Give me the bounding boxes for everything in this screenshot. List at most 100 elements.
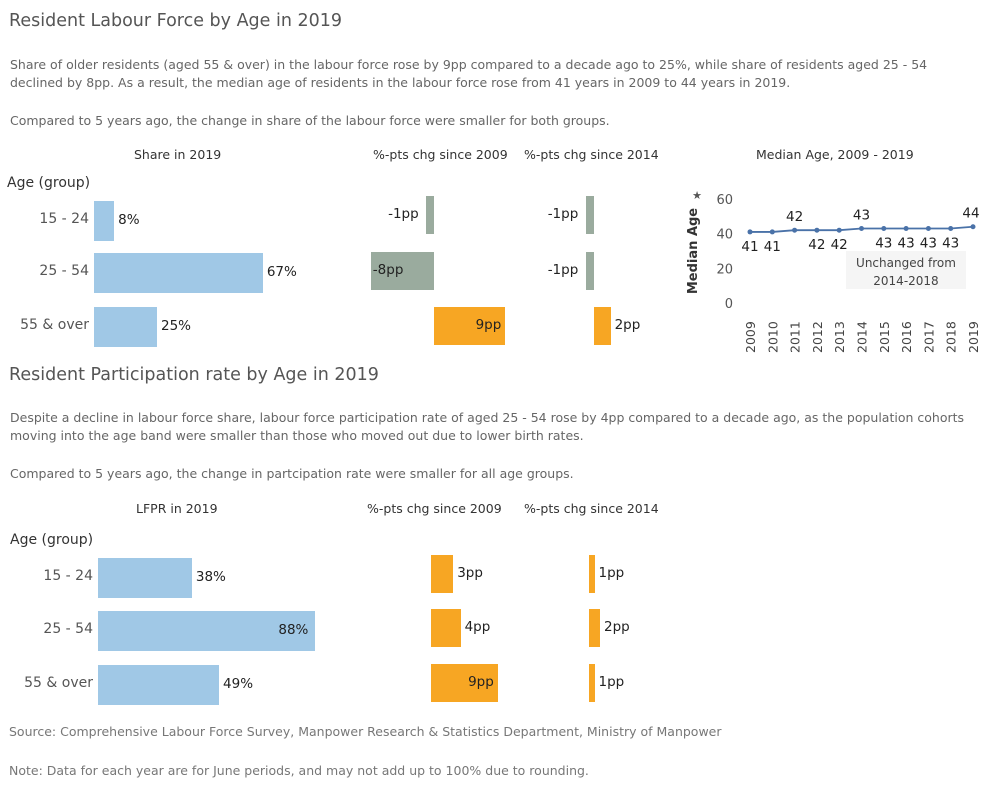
lfpr-label: 38%	[195, 569, 226, 585]
col-header-share: Share in 2019	[134, 147, 222, 162]
row-label-1: 25 - 54	[39, 263, 89, 279]
source-note: Source: Comprehensive Labour Force Surve…	[9, 724, 722, 739]
lfpr-bar	[98, 611, 316, 651]
annotation-box	[846, 251, 966, 289]
median-age-x-tick: 2014	[855, 321, 870, 353]
median-age-point	[747, 229, 753, 235]
median-age-x-tick: 2011	[788, 321, 803, 353]
col-header-lfpr-chg2009: %-pts chg since 2009	[367, 501, 502, 516]
age-group-header-2: Age (group)	[10, 532, 94, 548]
chg2009-bar	[434, 307, 506, 345]
median-age-point	[948, 225, 954, 231]
section2-paragraph-2: Compared to 5 years ago, the change in p…	[10, 466, 574, 481]
lfpr-chg2009-bar	[431, 555, 454, 593]
median-age-x-tick: 2009	[743, 321, 758, 353]
lfpr-chg2009-bar	[431, 609, 461, 647]
median-age-axis-title: Median Age	[686, 208, 701, 294]
lfpr-row-label-1: 25 - 54	[43, 621, 93, 637]
chg2014-bar	[585, 252, 594, 290]
chg2009-label: 9pp	[475, 317, 502, 333]
lfpr-row-label-2: 55 & over	[24, 675, 93, 691]
lfpr-row-label-0: 15 - 24	[43, 568, 93, 584]
chg2009-label: -8pp	[372, 262, 404, 278]
median-age-x-tick: 2015	[877, 321, 892, 353]
col-header-chg2009: %-pts chg since 2009	[373, 147, 508, 162]
chg2009-bar	[426, 196, 434, 234]
median-age-data-label: 43	[920, 235, 937, 251]
median-age-x-tick: 2017	[921, 321, 936, 353]
median-age-data-label: 43	[898, 235, 915, 251]
section2-paragraph-1: Despite a decline in labour force share,…	[10, 410, 965, 443]
col-header-lfpr-chg2014: %-pts chg since 2014	[524, 501, 659, 516]
lfpr-chg2014-label: 1pp	[598, 674, 625, 690]
median-age-y-tick: 0	[725, 297, 733, 312]
col-header-chg2014: %-pts chg since 2014	[524, 147, 659, 162]
median-age-point	[769, 229, 775, 235]
lfpr-chg2009-bar	[431, 664, 498, 702]
median-age-point	[903, 225, 909, 231]
chg2014-label: 2pp	[614, 317, 641, 333]
chg2014-bar	[585, 196, 594, 234]
annotation-text: 2014-2018	[873, 274, 938, 288]
share-bar	[94, 253, 263, 293]
row-label-2: 55 & over	[20, 317, 89, 333]
median-age-point	[925, 225, 931, 231]
median-age-point	[881, 225, 887, 231]
section1-title: Resident Labour Force by Age in 2019	[9, 11, 343, 31]
median-age-data-label: 42	[831, 237, 848, 253]
chg2009-bar	[370, 252, 434, 290]
median-age-x-tick: 2016	[899, 321, 914, 353]
median-age-data-label: 43	[853, 207, 870, 223]
median-age-x-tick: 2018	[944, 321, 959, 353]
median-age-point	[814, 227, 820, 233]
median-age-data-label: 42	[786, 209, 803, 225]
lfpr-bar	[98, 665, 220, 705]
section2-title: Resident Participation rate by Age in 20…	[9, 365, 379, 385]
lfpr-label: 88%	[278, 622, 309, 638]
median-age-point	[836, 227, 842, 233]
lfpr-chg2014-label: 1pp	[598, 565, 625, 581]
lfpr-chg2014-bar	[589, 664, 595, 702]
median-age-data-label: 41	[741, 239, 758, 255]
share-label: 67%	[266, 264, 297, 280]
median-age-y-tick: 60	[716, 193, 733, 208]
chg2009-label: -1pp	[388, 206, 419, 222]
lfpr-chg2009-label: 3pp	[457, 565, 483, 581]
lfpr-chg2014-bar	[589, 555, 595, 593]
lfpr-chg2014-label: 2pp	[604, 619, 630, 635]
median-age-y-tick: 40	[716, 228, 733, 243]
share-bar	[94, 201, 115, 241]
median-age-data-label: 43	[875, 235, 892, 251]
median-age-point	[970, 224, 976, 230]
median-age-data-label: 41	[764, 239, 781, 255]
median-age-x-tick: 2019	[966, 321, 981, 353]
median-age-x-tick: 2013	[832, 321, 847, 353]
lfpr-chg2009-label: 9pp	[468, 674, 494, 690]
median-age-x-tick: 2010	[765, 321, 780, 353]
col-header-lfpr: LFPR in 2019	[136, 501, 218, 516]
lfpr-label: 49%	[223, 676, 254, 692]
pin-icon: ★	[692, 189, 702, 202]
median-age-point	[792, 227, 798, 233]
median-age-x-tick: 2012	[810, 321, 825, 353]
annotation-text: Unchanged from	[856, 256, 956, 270]
col-header-median: Median Age, 2009 - 2019	[756, 147, 914, 162]
share-bar	[94, 307, 157, 347]
section1-paragraph-2: Compared to 5 years ago, the change in s…	[10, 113, 610, 128]
lfpr-chg2009-label: 4pp	[464, 619, 491, 635]
share-label: 8%	[118, 212, 140, 228]
chg2014-label: -1pp	[547, 262, 579, 278]
lfpr-bar	[98, 558, 192, 598]
median-age-y-tick: 20	[716, 262, 733, 277]
median-age-point	[859, 225, 864, 231]
median-age-data-label: 43	[942, 235, 959, 251]
share-label: 25%	[161, 318, 192, 334]
lfpr-chg2014-bar	[589, 609, 600, 647]
median-age-data-label: 44	[962, 206, 979, 222]
age-group-header: Age (group)	[7, 175, 91, 191]
section1-paragraph-1: Share of older residents (aged 55 & over…	[10, 57, 928, 90]
data-note: Note: Data for each year are for June pe…	[9, 763, 589, 778]
median-age-data-label: 42	[808, 237, 825, 253]
median-age-line-chart: Median Age ★ 0 20 40 60 Unchanged from 2014-201…	[686, 189, 981, 353]
chg2014-bar	[594, 307, 611, 345]
